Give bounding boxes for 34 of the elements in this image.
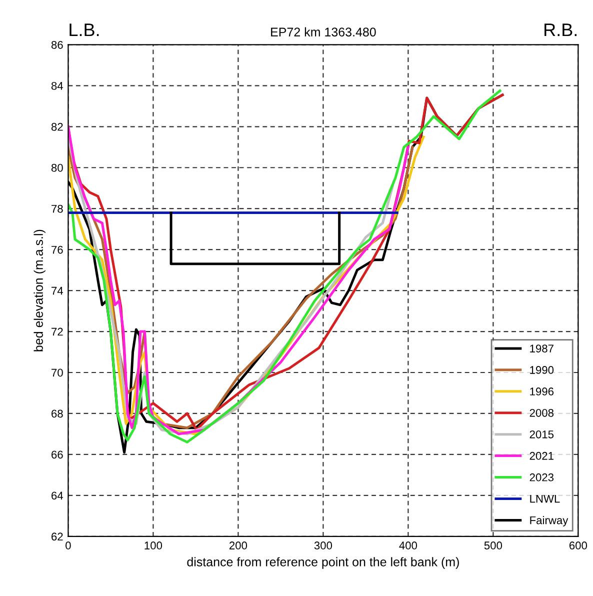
text: R.B. (544, 24, 577, 36)
y-tick-label: 66 (52, 450, 63, 459)
text: L.B. (70, 24, 99, 36)
legend-label: Fairway (530, 516, 568, 526)
y-tick-label: 82 (51, 122, 63, 131)
x-axis-title: distance from reference point on the left bank (m) (187, 557, 459, 569)
y-tick-label: 68 (52, 410, 63, 418)
x-tick-label: 500 (484, 542, 502, 550)
x-tick-label: 200 (229, 542, 248, 550)
x-tick-label: 600 (569, 542, 588, 550)
y-axis-title: bed elevation (m.a.s.l) (34, 230, 46, 352)
x-tick-label: 300 (314, 542, 332, 550)
legend-label: LNWL (530, 494, 560, 503)
y-tick-label: 86 (51, 40, 63, 49)
legend-label: 1996 (530, 388, 554, 396)
legend-label: 2015 (530, 430, 554, 438)
x-tick-label: 100 (144, 542, 162, 550)
legend-label: 2023 (530, 473, 554, 482)
y-tick-label: 64 (52, 492, 64, 500)
y-tick-label: 78 (52, 204, 63, 213)
x-tick-label: 0 (66, 542, 71, 550)
legend-label: 1990 (530, 366, 554, 374)
y-tick-label: 72 (52, 328, 63, 336)
chart-title: EP72 km 1363.480 (271, 27, 376, 36)
legend-label: 2021 (530, 452, 554, 460)
y-tick-label: 70 (52, 368, 63, 377)
y-tick-label: 84 (51, 82, 64, 90)
y-tick-label: 76 (52, 246, 63, 254)
y-tick-label: 62 (52, 532, 63, 541)
legend-label: 2008 (530, 408, 554, 417)
legend-label: 1987 (530, 344, 554, 352)
y-tick-label: 80 (51, 164, 63, 172)
y-tick-label: 74 (52, 286, 64, 295)
x-tick-label: 400 (399, 542, 418, 550)
